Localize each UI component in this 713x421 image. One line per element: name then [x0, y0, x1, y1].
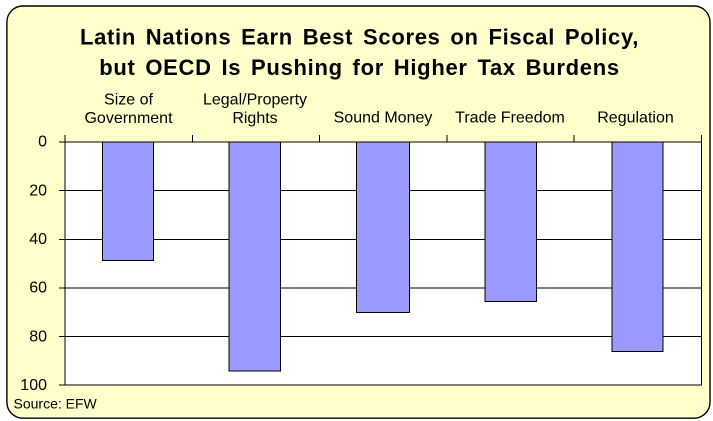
- svg-text:Rights: Rights: [232, 110, 277, 127]
- svg-text:60: 60: [29, 280, 47, 297]
- svg-text:40: 40: [29, 231, 47, 248]
- svg-text:80: 80: [29, 328, 47, 345]
- svg-text:Latin Nations Earn Best Scores: Latin Nations Earn Best Scores on Fiscal…: [80, 25, 639, 50]
- svg-text:Government: Government: [84, 110, 173, 127]
- svg-text:100: 100: [20, 377, 47, 394]
- svg-text:Source: EFW: Source: EFW: [14, 396, 98, 412]
- svg-text:0: 0: [38, 134, 47, 151]
- svg-text:Legal/Property: Legal/Property: [203, 91, 307, 108]
- svg-text:but OECD Is Pushing for Higher: but OECD Is Pushing for Higher Tax Burde…: [99, 55, 620, 80]
- svg-text:Regulation: Regulation: [597, 110, 674, 127]
- svg-text:Trade Freedom: Trade Freedom: [455, 110, 565, 127]
- svg-text:20: 20: [29, 182, 47, 199]
- svg-text:Sound Money: Sound Money: [334, 110, 433, 127]
- svg-text:Size of: Size of: [104, 91, 153, 108]
